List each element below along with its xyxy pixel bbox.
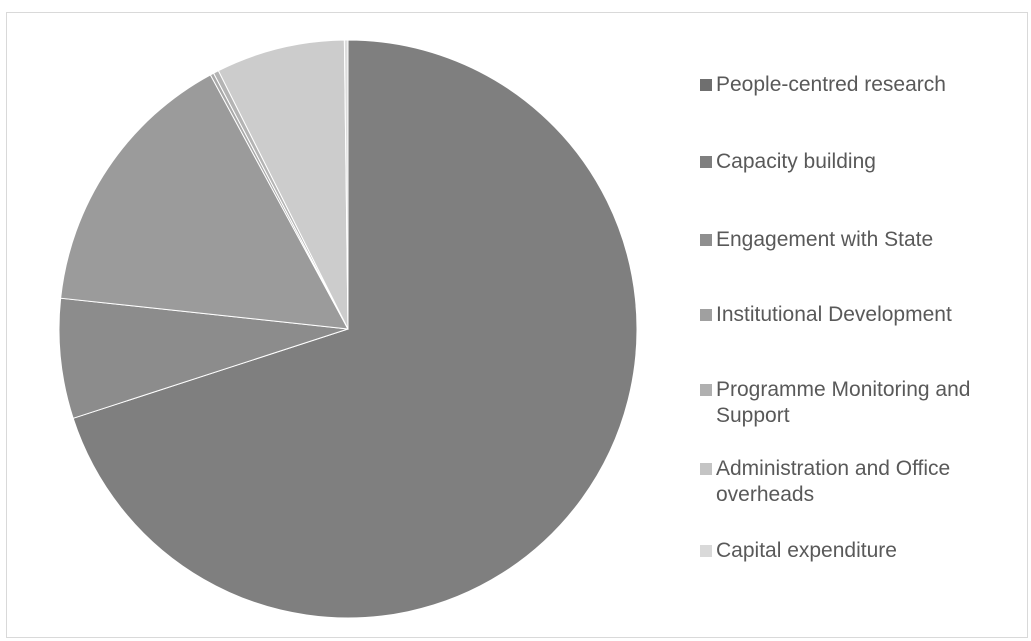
pie-slice-engagement-with-state: [60, 74, 349, 330]
legend-item-engagement-with-state: Engagement with State: [700, 227, 1026, 253]
legend-item-administration-and-office-overheads: Administration and Office overheads: [700, 456, 1026, 508]
pie-slice-capacity-building: [58, 297, 349, 419]
legend-label: Engagement with State: [716, 228, 934, 251]
legend-swatch: [700, 309, 712, 321]
legend-swatch: [700, 384, 712, 396]
pie-slice-people-centred-research: [72, 39, 638, 619]
legend-item-capital-expenditure: Capital expenditure: [700, 538, 1026, 564]
pie-slice-administration-and-office-overheads: [217, 39, 349, 330]
legend-item-people-centred-research: People-centred research: [700, 72, 1026, 98]
legend-item-institutional-development: Institutional Development: [700, 302, 1026, 328]
legend-label: Institutional Development: [716, 303, 952, 326]
legend-label: People-centred research: [716, 73, 946, 96]
legend-label: Capital expenditure: [716, 539, 897, 562]
legend-swatch: [700, 234, 712, 246]
legend-swatch: [700, 79, 712, 91]
legend-label: Programme Monitoring and Support: [716, 378, 971, 427]
pie-slice-capital-expenditure: [343, 39, 349, 330]
legend-swatch: [700, 156, 712, 168]
legend-item-programme-monitoring-and-support: Programme Monitoring and Support: [700, 377, 1006, 429]
legend-label: Capacity building: [716, 150, 876, 173]
legend-item-capacity-building: Capacity building: [700, 149, 1026, 175]
legend-swatch: [700, 545, 712, 557]
legend-label: Administration and Office overheads: [716, 457, 951, 506]
legend-swatch: [700, 463, 712, 475]
